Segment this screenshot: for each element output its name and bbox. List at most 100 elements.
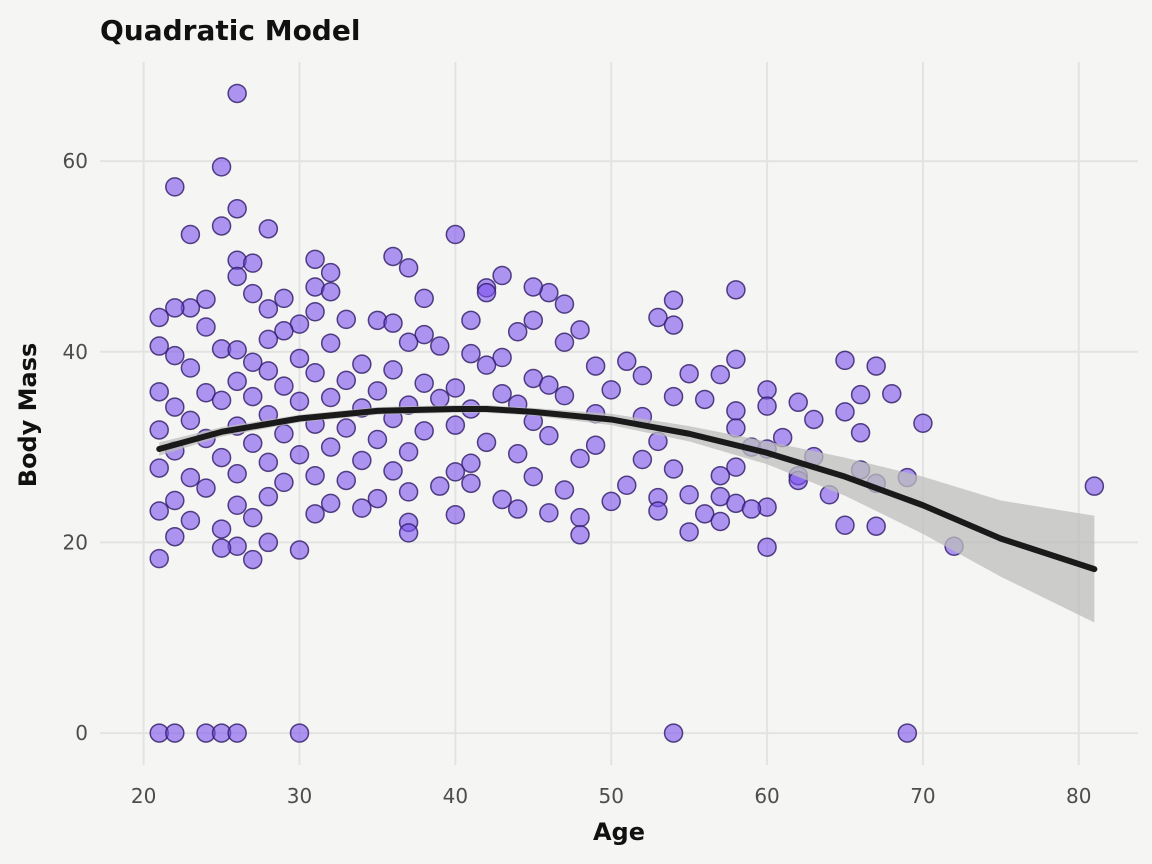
data-point	[383, 313, 403, 333]
data-point	[585, 356, 606, 376]
data-point	[507, 322, 528, 342]
data-point	[274, 376, 294, 396]
data-point	[835, 350, 855, 371]
data-point	[679, 363, 699, 384]
data-point	[492, 489, 512, 510]
data-point	[679, 485, 699, 505]
data-point	[492, 383, 512, 404]
data-point	[741, 499, 762, 519]
data-point	[289, 723, 310, 743]
y-axis-title: Body Mass	[14, 343, 42, 488]
x-tick-label: 40	[443, 784, 468, 808]
data-point	[539, 425, 559, 446]
data-point	[648, 307, 668, 328]
data-point	[679, 522, 699, 542]
x-tick-label: 20	[131, 784, 156, 808]
y-tick-label: 60	[63, 149, 88, 173]
data-point	[149, 458, 169, 478]
data-point	[850, 384, 871, 405]
data-point	[570, 448, 590, 469]
data-point	[507, 499, 528, 519]
data-point	[289, 348, 310, 369]
data-point	[196, 289, 216, 310]
data-point	[320, 387, 341, 408]
data-point	[710, 465, 731, 486]
data-point	[492, 347, 512, 368]
data-point	[274, 321, 294, 341]
data-point	[663, 386, 684, 407]
x-tick-label: 70	[910, 784, 935, 808]
data-point	[585, 435, 606, 455]
data-point	[710, 364, 731, 385]
data-point	[554, 332, 575, 352]
data-point	[320, 493, 341, 514]
data-point	[398, 482, 419, 502]
fit-layer	[156, 405, 1098, 623]
data-point	[352, 354, 372, 374]
data-point	[617, 351, 637, 372]
data-point	[258, 329, 279, 350]
x-tick-label: 80	[1066, 784, 1091, 808]
data-point	[570, 320, 590, 340]
data-point	[398, 442, 419, 462]
data-point	[227, 464, 247, 484]
data-point	[211, 216, 232, 236]
y-tick-label: 20	[63, 530, 88, 554]
data-point	[227, 199, 247, 219]
data-point	[305, 362, 325, 383]
data-point	[149, 307, 169, 328]
data-point	[881, 383, 902, 404]
data-point	[165, 723, 185, 743]
data-point	[320, 281, 341, 302]
data-point	[835, 515, 855, 536]
data-point	[320, 437, 341, 457]
data-point	[289, 444, 310, 465]
data-point	[461, 310, 481, 331]
data-point	[570, 507, 590, 528]
data-point	[663, 723, 684, 743]
data-point	[149, 336, 169, 356]
data-point	[398, 332, 419, 352]
data-point	[726, 457, 746, 477]
data-point	[165, 397, 185, 417]
data-point	[180, 467, 201, 488]
data-point	[757, 537, 777, 557]
data-point	[523, 466, 544, 487]
data-point	[149, 382, 169, 402]
data-point	[414, 421, 434, 441]
data-point	[149, 501, 169, 521]
data-point	[710, 511, 731, 532]
data-point	[476, 282, 497, 303]
data-point	[274, 424, 294, 444]
data-point	[305, 301, 325, 322]
data-point	[320, 333, 341, 353]
data-point	[242, 253, 263, 273]
data-point	[570, 525, 590, 545]
data-point	[866, 516, 886, 536]
data-point	[336, 309, 357, 330]
data-point	[242, 283, 263, 304]
data-point	[211, 390, 232, 411]
data-point	[663, 315, 684, 335]
data-point	[211, 538, 232, 558]
data-point	[227, 723, 247, 743]
data-point	[648, 501, 668, 521]
data-point	[445, 378, 466, 398]
data-point	[242, 507, 263, 528]
data-point	[804, 409, 824, 430]
data-point	[180, 510, 201, 531]
x-tick-labels: 20 30 40 50 60 70 80	[131, 784, 1092, 808]
x-tick-label: 30	[287, 784, 312, 808]
data-point	[211, 447, 232, 468]
quadratic-fit-line	[156, 405, 1098, 573]
data-point	[227, 371, 247, 392]
data-point	[461, 473, 481, 494]
data-point	[258, 486, 279, 507]
data-point	[897, 723, 918, 743]
data-point	[227, 495, 247, 515]
data-point	[866, 356, 886, 376]
data-point	[430, 388, 450, 409]
data-point	[663, 459, 684, 479]
